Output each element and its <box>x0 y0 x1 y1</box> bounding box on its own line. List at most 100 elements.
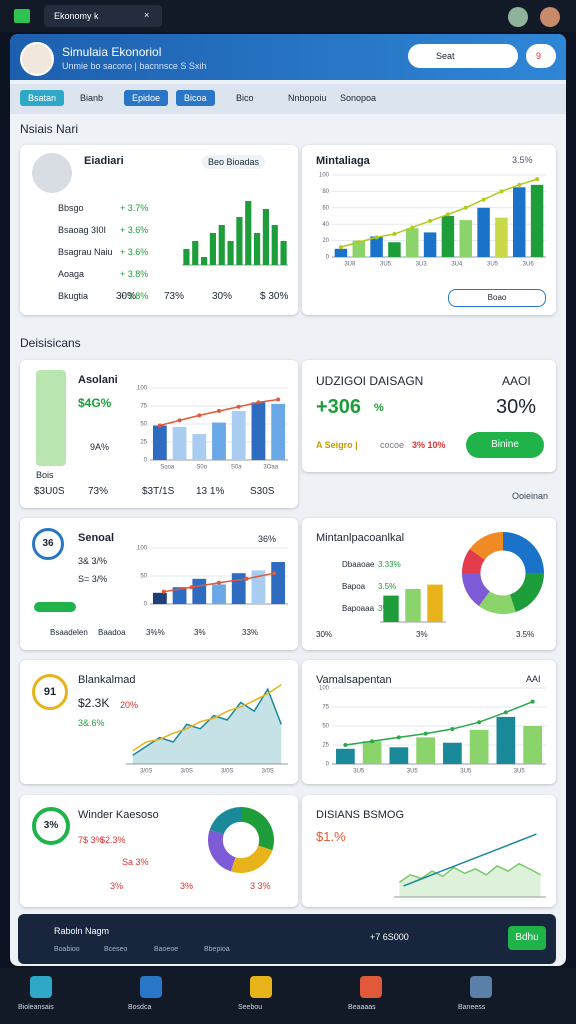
tab[interactable]: Bsatan <box>20 90 65 106</box>
x-tick-label: 3U4 <box>451 262 463 268</box>
y-tick-label: 0 <box>326 762 330 768</box>
row-label: Bkugtia <box>58 291 89 301</box>
row-label: Dbaaoae <box>342 560 375 569</box>
tab-close[interactable]: × <box>144 10 150 20</box>
bar <box>496 716 516 764</box>
bar <box>443 742 462 764</box>
bar <box>352 240 365 257</box>
point <box>343 743 348 747</box>
nav-label[interactable]: Beaaaas <box>348 1004 376 1011</box>
nav-label[interactable]: Seebou <box>238 1004 263 1011</box>
score: 36 <box>32 528 64 560</box>
stat: $ 30% <box>260 291 289 302</box>
point <box>535 177 540 182</box>
search-text: Seat <box>436 51 455 61</box>
x-tick-label: 3U3 <box>416 262 428 268</box>
sub: 3&.6% <box>78 718 105 728</box>
nav-label[interactable]: Baneess <box>458 1004 486 1011</box>
bottom-item[interactable]: Boabioo <box>54 946 80 953</box>
bar <box>406 228 419 257</box>
row-value: 3.5% <box>378 582 397 591</box>
bottom-item[interactable]: Bbepioa <box>204 946 230 953</box>
progress <box>34 602 76 612</box>
x-tick-label: 3U6 <box>523 262 535 268</box>
chip: Beo Bioadas <box>202 155 266 169</box>
bar <box>459 220 472 257</box>
card: Mintaliaga 3.5% 0 20 40 60 80 100 3U8 3U5 3U3 3U4… <box>302 145 556 315</box>
card: Vamalsapentan AAI 0 25 50 75 100 3U5 3U5 3U5 3U5 <box>302 660 556 784</box>
bottom-item[interactable]: Baoeoe <box>154 946 179 953</box>
bar <box>172 426 187 460</box>
x-tick-label: 3U5 <box>487 262 499 268</box>
nav-icon[interactable] <box>250 976 272 998</box>
bar <box>183 249 190 265</box>
tab[interactable]: Ekonomy k × <box>44 5 162 27</box>
nav-icon[interactable] <box>470 976 492 998</box>
big-value: +306 <box>316 396 362 418</box>
nav-label[interactable]: Bioleansais <box>18 1004 54 1011</box>
bar <box>152 425 167 460</box>
bar <box>152 592 167 604</box>
card-title: Mintanlpacoanlkal <box>316 532 405 544</box>
card: Mintanlpacoanlkal Dbaaoae 3.33% Bapoa 3.5% B… <box>302 518 556 650</box>
foot: 30% <box>316 630 333 639</box>
bar <box>253 233 261 265</box>
tab[interactable]: Sonopoa <box>340 93 377 103</box>
y-tick-label: 40 <box>322 222 329 228</box>
notifications[interactable]: 9 <box>526 44 556 68</box>
nav-icon[interactable] <box>140 976 162 998</box>
nav-label[interactable]: Bosdca <box>128 1004 152 1011</box>
point <box>356 240 361 245</box>
card: 3% Winder Kaesoso 7$ 3% $2.3% Sa 3% 3% 3% 3 3… <box>20 795 298 907</box>
donut-segment <box>241 807 274 851</box>
point <box>477 720 482 725</box>
avatar[interactable] <box>508 7 528 27</box>
x-tick-label: Sooa <box>160 465 175 471</box>
avatar <box>32 153 72 193</box>
bar <box>389 747 409 764</box>
point <box>236 404 241 409</box>
bar <box>231 411 246 460</box>
point <box>177 418 182 423</box>
point <box>499 189 504 194</box>
point <box>374 235 379 240</box>
back-icon[interactable] <box>14 9 30 23</box>
bottom-item[interactable]: Bceseo <box>104 946 128 953</box>
stat: $3T/1S <box>142 486 175 497</box>
point <box>197 413 202 418</box>
bar <box>370 236 383 257</box>
bar <box>209 233 217 265</box>
tab[interactable]: Epidoe <box>124 90 169 106</box>
tab[interactable]: Bianb <box>80 93 104 103</box>
foot: 3% <box>180 881 194 891</box>
sub: 20% <box>120 700 139 710</box>
x-tick-label: 3U5 <box>514 769 526 775</box>
bar <box>523 726 542 764</box>
search[interactable]: Seat <box>408 44 518 68</box>
bar <box>231 573 246 604</box>
tab[interactable]: Nnbopoiu <box>288 93 327 103</box>
row-value: 3% <box>378 604 390 613</box>
bar <box>469 729 489 764</box>
title: Simulaia Ekonoriol <box>62 45 162 59</box>
header: Simulaia Ekonoriol Unmie bo sacono | bac… <box>10 34 566 80</box>
tab[interactable]: Bicoa <box>176 90 215 106</box>
sub: 9A% <box>90 442 110 452</box>
link[interactable]: Ooieinan <box>512 491 549 501</box>
row-value: + 3.8% <box>120 269 149 279</box>
point <box>445 212 450 217</box>
button[interactable]: Binine <box>466 432 544 458</box>
sub: cocoe <box>380 440 405 450</box>
row-value: + 3.8% <box>120 291 149 301</box>
row-label: Bsaoag 3I0I <box>58 225 107 235</box>
button[interactable]: Boao <box>448 289 546 307</box>
unit: % <box>374 402 384 414</box>
card: Eiadiari Beo Bioadas Bbsgo + 3.7% Bsaoag 3… <box>20 145 298 315</box>
y-tick-label: 60 <box>322 205 329 211</box>
button[interactable]: Bdhu <box>508 926 546 950</box>
avatar[interactable] <box>540 7 560 27</box>
card-title: Senoal <box>78 532 115 544</box>
nav-icon[interactable] <box>360 976 382 998</box>
nav-icon[interactable] <box>30 976 52 998</box>
tab[interactable]: Bico <box>236 93 254 103</box>
